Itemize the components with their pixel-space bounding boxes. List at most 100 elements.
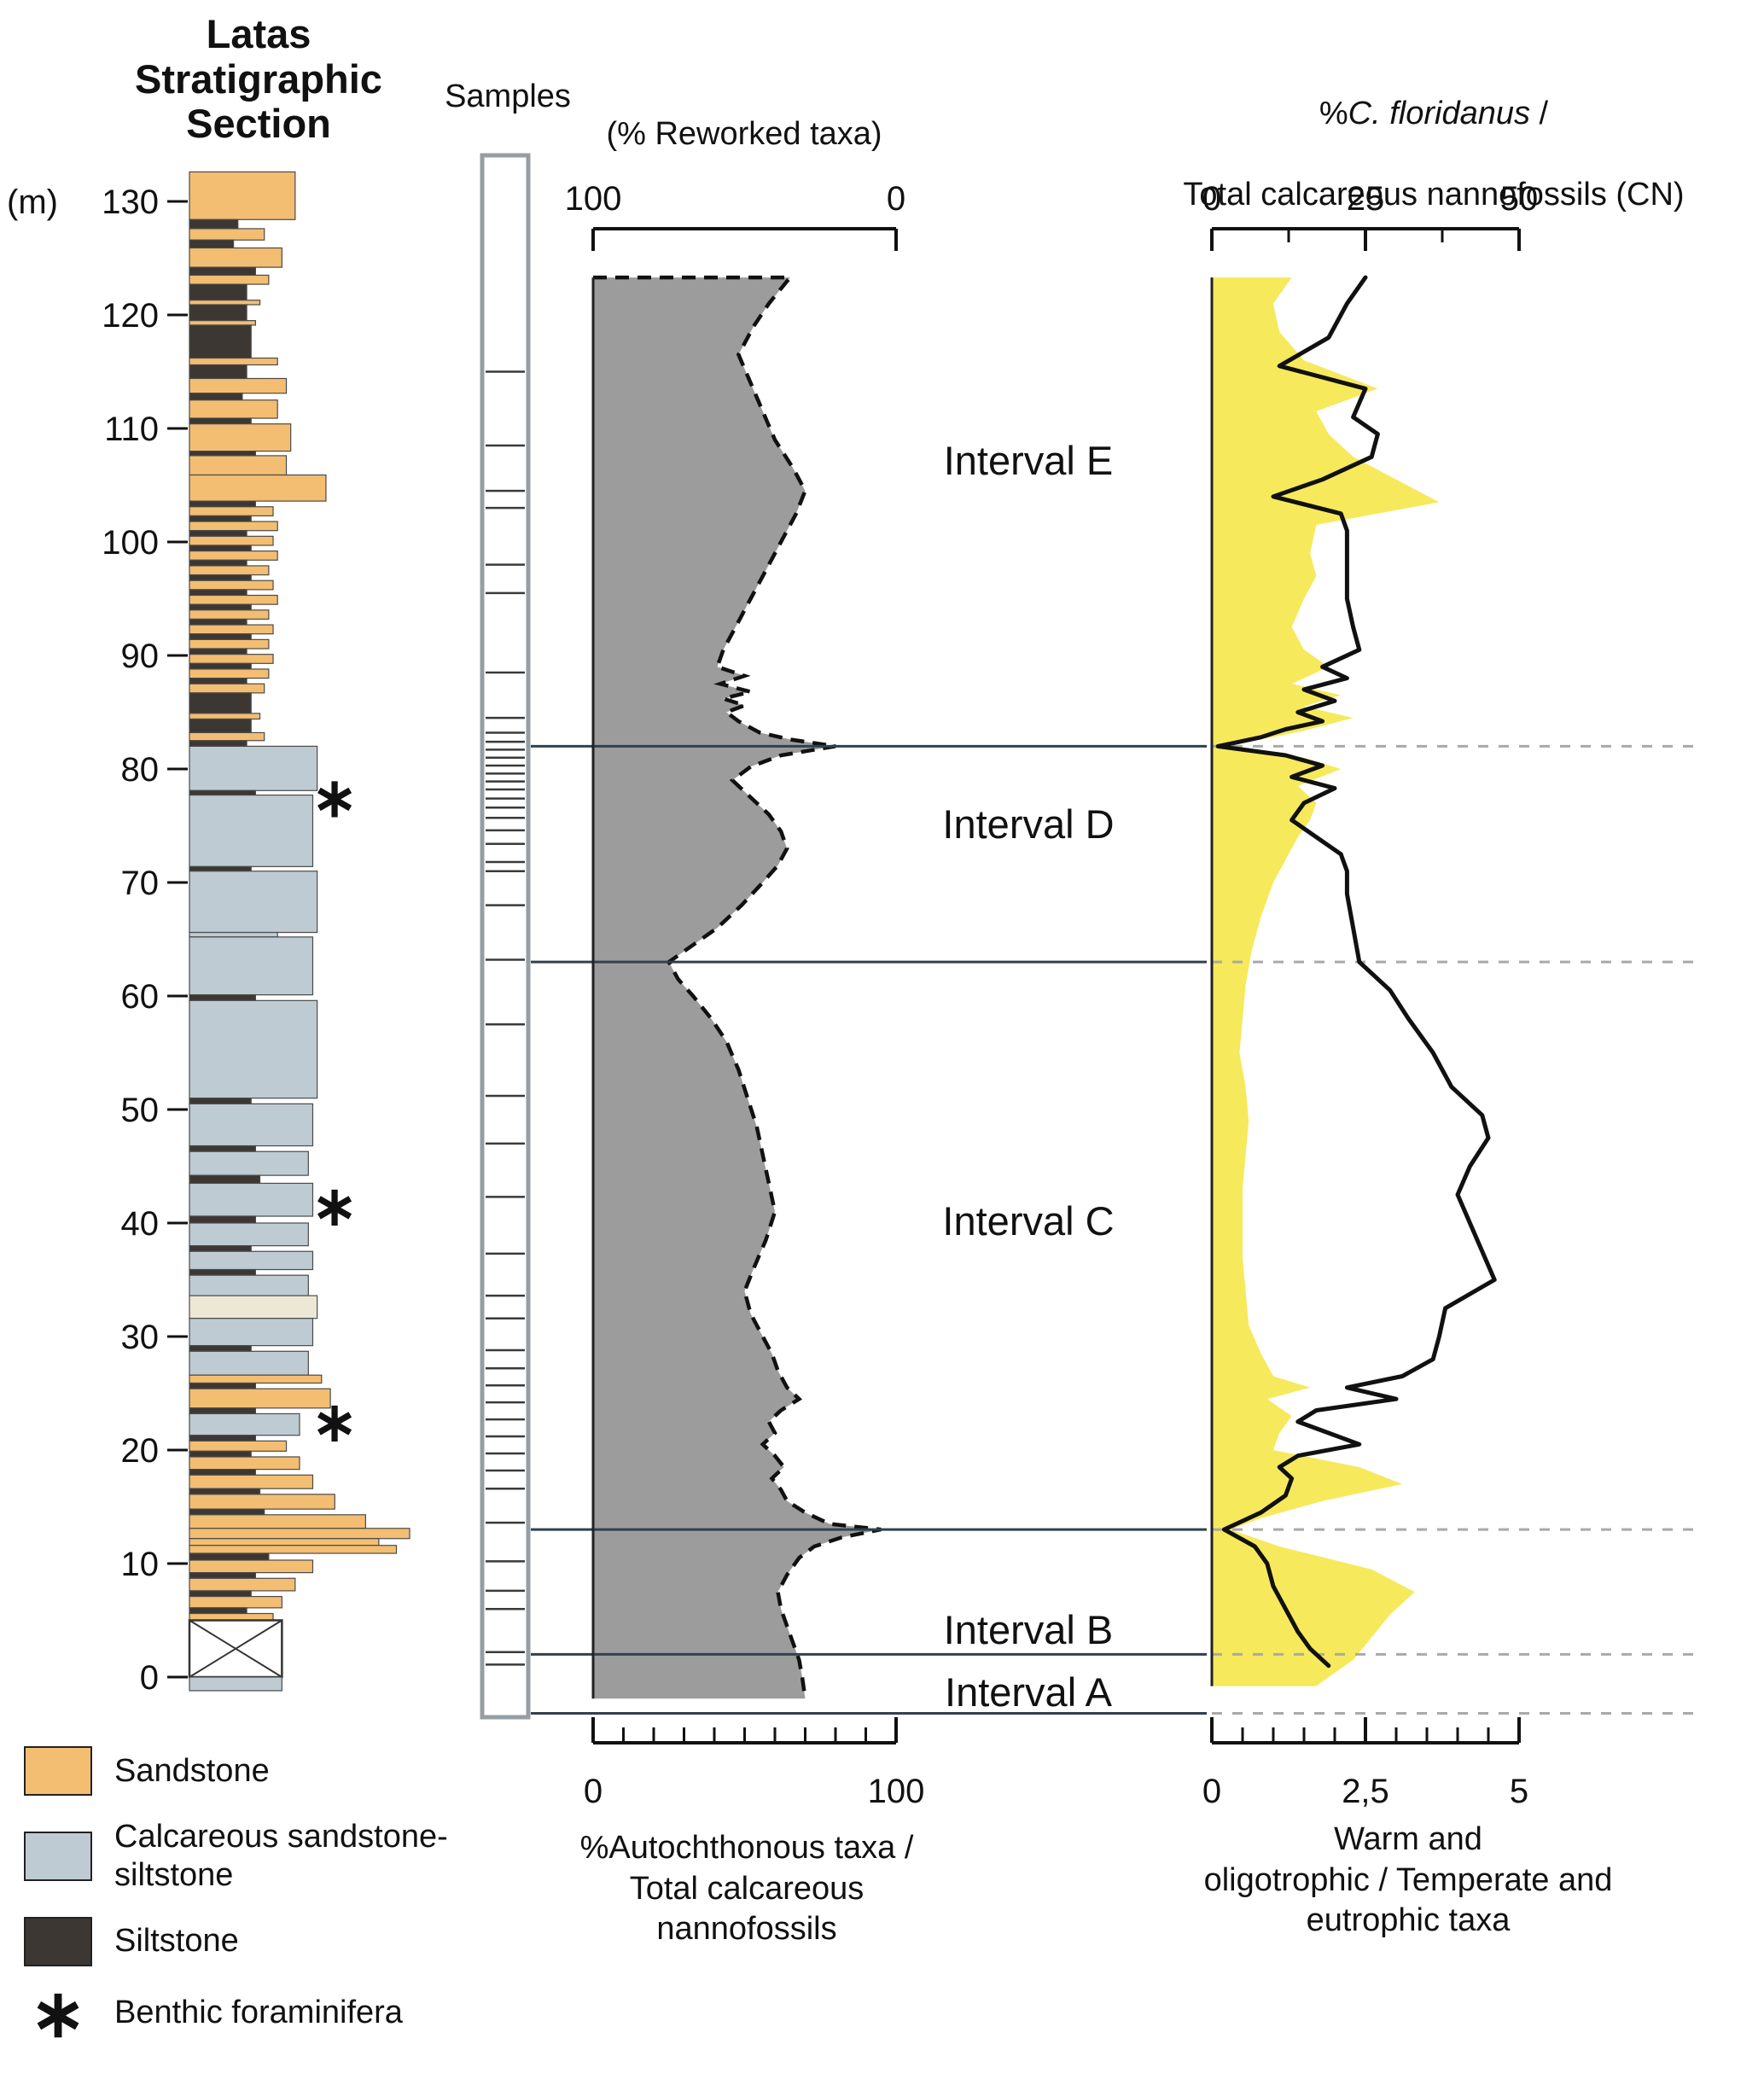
lithology-bed-silt bbox=[189, 218, 239, 230]
lithology-bed-silt bbox=[189, 1407, 257, 1415]
lithology-bed-silt bbox=[189, 364, 247, 380]
lithology-bed-silt bbox=[189, 1552, 270, 1561]
lithology-bed-ss bbox=[189, 1474, 314, 1489]
lithology-bed-silt bbox=[189, 1572, 257, 1579]
legend-label-benthic: Benthic foraminifera bbox=[114, 1995, 403, 2031]
depth-tick-label: 30 bbox=[121, 1319, 160, 1356]
interval-label-b: Interval B bbox=[943, 1606, 1114, 1652]
depth-tick-label: 10 bbox=[121, 1546, 160, 1583]
lithology-bed-ss bbox=[189, 455, 288, 476]
lithology-bed-silt bbox=[189, 692, 252, 714]
samples-column bbox=[480, 153, 531, 1720]
lithology-bed-ss bbox=[189, 1388, 331, 1409]
lithology-bed-ss bbox=[189, 1595, 282, 1609]
interval-label-e: Interval E bbox=[943, 437, 1114, 483]
lithology-bed-silt bbox=[189, 718, 252, 734]
lithology-bed-calc bbox=[189, 1182, 314, 1217]
depth-unit-label: (m) bbox=[7, 183, 58, 221]
ss-swatch bbox=[24, 1746, 92, 1796]
lithology-bed-silt bbox=[189, 1145, 257, 1152]
legend-label-ss: Sandstone bbox=[114, 1752, 270, 1789]
lithology-bed-silt bbox=[189, 603, 252, 611]
lithology-bed-ss bbox=[189, 668, 270, 679]
lithology-bed-silt bbox=[189, 1382, 257, 1389]
interval-label-d: Interval D bbox=[942, 801, 1115, 847]
warm-taxa-bottom-ruler-tick-label: 2,5 bbox=[1342, 1773, 1389, 1810]
lithology-bed-silt bbox=[189, 648, 247, 655]
lithology-bed-calc bbox=[189, 745, 318, 791]
lithology-bed-ss bbox=[189, 683, 265, 694]
lithology-bed-silt bbox=[189, 994, 257, 1001]
legend-label-silt: Siltstone bbox=[114, 1923, 239, 1960]
depth-tick-label: 120 bbox=[102, 297, 159, 335]
species-name: C. floridanus bbox=[1348, 95, 1530, 131]
lithology-bed-silt bbox=[189, 1488, 261, 1495]
floridanus-title-suffix: / bbox=[1530, 95, 1549, 131]
reworked-taxa-axis-title: (% Reworked taxa) bbox=[606, 116, 882, 152]
lithology-bed-silt bbox=[189, 1268, 257, 1276]
lithology-bed-calc bbox=[189, 1150, 309, 1176]
legend-item-ss: Sandstone bbox=[24, 1746, 502, 1796]
warm-taxa-bottom-ruler-tick-label: 0 bbox=[1202, 1773, 1221, 1810]
depth-tick-label: 110 bbox=[104, 411, 159, 448]
lithology-bed-calc bbox=[189, 871, 318, 934]
lithology-bed-ss bbox=[189, 565, 270, 576]
lithology-bed-ss bbox=[189, 1440, 288, 1452]
lithology-bed-silt bbox=[189, 1607, 247, 1615]
depth-tick-label: 40 bbox=[121, 1205, 160, 1243]
lithology-bed-ss bbox=[189, 171, 296, 220]
depth-tick-label: 130 bbox=[102, 183, 159, 221]
depth-tick-label: 50 bbox=[121, 1092, 160, 1129]
lithology-bed-calc bbox=[189, 794, 314, 867]
lithology-bed-silt bbox=[189, 1345, 252, 1352]
lithology-bed-ss bbox=[189, 1374, 323, 1384]
lithology-bed-ss bbox=[189, 1559, 314, 1574]
depth-tick-label: 100 bbox=[102, 524, 159, 562]
lithology-bed-ss bbox=[189, 320, 257, 326]
lithology-bed-calc bbox=[189, 1676, 282, 1692]
lithology-bed-ss bbox=[189, 731, 265, 742]
lithology-bed-silt bbox=[189, 545, 252, 552]
reworked-top-ruler-tick-label: 100 bbox=[565, 180, 622, 218]
lithology-bed-ss bbox=[189, 399, 278, 419]
lithology-bed-silt bbox=[189, 304, 247, 322]
reworked-top-ruler-tick-label: 0 bbox=[887, 180, 905, 218]
lithology-bed-calc bbox=[189, 1103, 314, 1147]
lithology-bed-silt bbox=[189, 618, 247, 626]
lithology-bed-ss bbox=[189, 535, 274, 546]
lithology-bed-ss bbox=[189, 1577, 296, 1592]
samples-column-label: Samples bbox=[445, 79, 571, 114]
warm-oligotrophic-axis-title: Warm and oligotrophic / Temperate and eu… bbox=[1203, 1821, 1613, 1938]
lithology-bed-calc bbox=[189, 999, 318, 1099]
lithology-bed-ss bbox=[189, 506, 274, 517]
lithology-bed-silt bbox=[189, 1508, 265, 1516]
lithology-bed-silt bbox=[189, 633, 252, 640]
lithology-bed-silt bbox=[189, 589, 247, 597]
lithology-bed-silt bbox=[189, 450, 257, 457]
lithology-bed-ss bbox=[189, 594, 278, 605]
lithology-bed-silt bbox=[189, 1590, 252, 1598]
lithology-bed-silt bbox=[189, 559, 247, 567]
lithology-bed-silt bbox=[189, 1244, 252, 1252]
lithology-bed-silt bbox=[189, 500, 257, 508]
interval-label-a: Interval A bbox=[945, 1669, 1112, 1715]
legend-item-calc: Calcareous sandstone- siltstone bbox=[24, 1818, 502, 1895]
warm-taxa-bottom-ruler-tick-label: 5 bbox=[1510, 1773, 1528, 1810]
benthic-foraminifera-marker: ∗ bbox=[311, 1391, 358, 1453]
benthic-foraminifera-marker: ∗ bbox=[311, 766, 358, 828]
floridanus-top-ruler-tick-label: 25 bbox=[1347, 180, 1385, 218]
floridanus-title-line2: Total calcareous nannofossils (CN) bbox=[1183, 176, 1685, 213]
lithology-bed-calc bbox=[189, 1250, 314, 1271]
legend-item-silt: Siltstone bbox=[24, 1916, 502, 1966]
lithology-bed-silt bbox=[189, 239, 235, 249]
lithology-bed-ss bbox=[189, 638, 270, 649]
autochthonous-taxa-curve bbox=[593, 275, 882, 1699]
lithology-bed-ss bbox=[189, 624, 274, 635]
silt-swatch bbox=[24, 1916, 92, 1966]
lithology-bed-ss bbox=[189, 357, 278, 366]
lithology-bed-ss bbox=[189, 609, 270, 620]
lithology-bed-calc bbox=[189, 1318, 314, 1347]
lithology-bed-calc bbox=[189, 931, 278, 938]
